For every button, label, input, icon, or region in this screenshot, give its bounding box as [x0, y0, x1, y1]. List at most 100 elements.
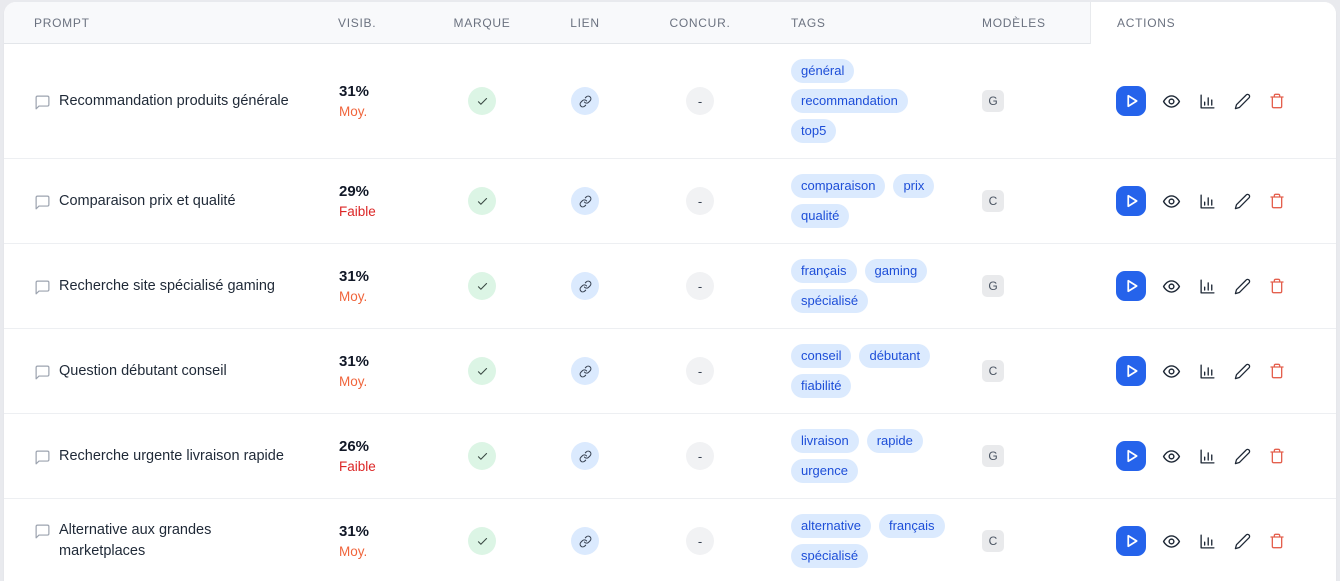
- run-prompt-button[interactable]: [1116, 271, 1146, 301]
- run-prompt-button[interactable]: [1116, 86, 1146, 116]
- tags-list: livraison rapide urgence: [791, 429, 945, 483]
- delete-button[interactable]: [1267, 531, 1287, 551]
- analytics-button[interactable]: [1197, 531, 1218, 552]
- prompt-text: Recommandation produits générale: [59, 92, 289, 109]
- visibility-label: Moy.: [339, 543, 368, 559]
- edit-button[interactable]: [1232, 531, 1253, 552]
- chat-bubble-icon: [34, 523, 51, 540]
- tag-pill: conseil: [791, 344, 852, 368]
- view-button[interactable]: [1160, 360, 1183, 383]
- model-badge: G: [982, 275, 1004, 297]
- brand-check-badge: [468, 187, 496, 215]
- analytics-button[interactable]: [1197, 91, 1218, 112]
- edit-button[interactable]: [1232, 191, 1253, 212]
- visibility-percent: 29%: [339, 182, 370, 200]
- analytics-button[interactable]: [1197, 276, 1218, 297]
- prompt-text: Question débutant conseil: [59, 362, 227, 379]
- visibility-percent: 31%: [339, 522, 370, 540]
- prompt-text: Recherche urgente livraison rapide: [59, 447, 284, 464]
- tag-pill: général: [791, 59, 855, 83]
- delete-button[interactable]: [1267, 276, 1287, 296]
- visibility-percent: 31%: [339, 267, 370, 285]
- column-header-prompt: PROMPT: [34, 16, 90, 30]
- link-badge: [571, 272, 599, 300]
- prompt-text: Alternative aux grandes marketplaces: [59, 522, 212, 559]
- visibility-cell: 29% Faible: [330, 182, 434, 221]
- edit-button[interactable]: [1232, 91, 1253, 112]
- column-header-tags: TAGS: [791, 16, 826, 30]
- run-prompt-button[interactable]: [1116, 356, 1146, 386]
- analytics-button[interactable]: [1197, 361, 1218, 382]
- view-button[interactable]: [1160, 275, 1183, 298]
- actions-cell: [1090, 526, 1336, 556]
- view-button[interactable]: [1160, 190, 1183, 213]
- visibility-label: Faible: [339, 203, 376, 219]
- tag-pill: gaming: [864, 259, 928, 283]
- edit-button[interactable]: [1232, 446, 1253, 467]
- visibility-percent: 26%: [339, 437, 370, 455]
- prompt-text: Comparaison prix et qualité: [59, 192, 236, 209]
- actions-cell: [1090, 356, 1336, 386]
- visibility-label: Moy.: [339, 373, 368, 389]
- view-button[interactable]: [1160, 90, 1183, 113]
- edit-button[interactable]: [1232, 276, 1253, 297]
- chat-bubble-icon: [34, 364, 51, 381]
- delete-button[interactable]: [1267, 446, 1287, 466]
- chat-bubble-icon: [34, 279, 51, 296]
- table-row: Comparaison prix et qualité 29% Faible -…: [4, 158, 1336, 243]
- tag-pill: urgence: [791, 459, 858, 483]
- tag-pill: top5: [791, 119, 837, 143]
- view-button[interactable]: [1160, 445, 1183, 468]
- tag-pill: français: [878, 514, 945, 538]
- analytics-button[interactable]: [1197, 191, 1218, 212]
- visibility-percent: 31%: [339, 352, 370, 370]
- column-header-marque: MARQUE: [453, 16, 511, 30]
- tag-pill: débutant: [859, 344, 931, 368]
- link-badge: [571, 87, 599, 115]
- column-header-lien: LIEN: [570, 16, 600, 30]
- delete-button[interactable]: [1267, 191, 1287, 211]
- prompts-table-card: PROMPT VISIB. MARQUE LIEN CONCUR. TAGS M…: [4, 2, 1336, 581]
- model-badge: G: [982, 90, 1004, 112]
- run-prompt-button[interactable]: [1116, 441, 1146, 471]
- column-header-visib: VISIB.: [338, 16, 377, 30]
- tags-list: conseil débutant fiabilité: [791, 344, 945, 398]
- brand-check-badge: [468, 87, 496, 115]
- competitor-badge: -: [686, 272, 714, 300]
- edit-button[interactable]: [1232, 361, 1253, 382]
- chat-bubble-icon: [34, 94, 51, 111]
- table-row: Recommandation produits générale 31% Moy…: [4, 44, 1336, 158]
- table-row: Question débutant conseil 31% Moy. - con…: [4, 328, 1336, 413]
- delete-button[interactable]: [1267, 91, 1287, 111]
- tag-pill: prix: [893, 174, 935, 198]
- brand-check-badge: [468, 442, 496, 470]
- visibility-cell: 26% Faible: [330, 437, 434, 476]
- analytics-button[interactable]: [1197, 446, 1218, 467]
- tags-list: comparaison prix qualité: [791, 174, 945, 228]
- table-row: Recherche urgente livraison rapide 26% F…: [4, 413, 1336, 498]
- tag-pill: spécialisé: [791, 544, 869, 568]
- link-badge: [571, 357, 599, 385]
- visibility-percent: 31%: [339, 82, 370, 100]
- actions-cell: [1090, 186, 1336, 216]
- run-prompt-button[interactable]: [1116, 186, 1146, 216]
- competitor-badge: -: [686, 187, 714, 215]
- model-badge: C: [982, 190, 1004, 212]
- tag-pill: fiabilité: [791, 374, 852, 398]
- visibility-cell: 31% Moy.: [330, 522, 434, 561]
- visibility-label: Moy.: [339, 288, 368, 304]
- table-body: Recommandation produits générale 31% Moy…: [4, 44, 1336, 581]
- tag-pill: comparaison: [791, 174, 886, 198]
- visibility-cell: 31% Moy.: [330, 352, 434, 391]
- prompt-text: Recherche site spécialisé gaming: [59, 277, 275, 294]
- run-prompt-button[interactable]: [1116, 526, 1146, 556]
- brand-check-badge: [468, 272, 496, 300]
- actions-cell: [1090, 86, 1336, 116]
- view-button[interactable]: [1160, 530, 1183, 553]
- link-badge: [571, 187, 599, 215]
- delete-button[interactable]: [1267, 361, 1287, 381]
- tag-pill: qualité: [791, 204, 850, 228]
- tags-list: général recommandation top5: [791, 59, 945, 143]
- tag-pill: recommandation: [791, 89, 908, 113]
- table-row: Recherche site spécialisé gaming 31% Moy…: [4, 243, 1336, 328]
